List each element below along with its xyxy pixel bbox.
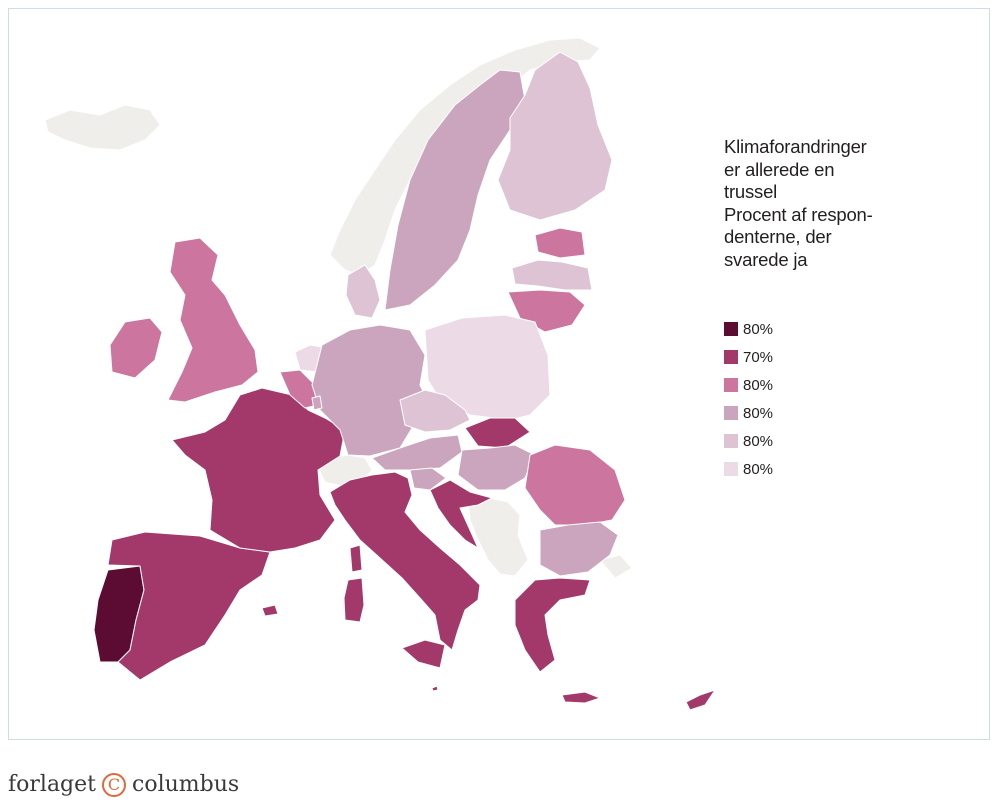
sweden	[384, 69, 526, 311]
publisher-name-right: columbus	[132, 772, 240, 797]
legend-item: 80%	[724, 427, 773, 455]
map-title: Klimaforandringer er allerede en trussel…	[724, 136, 924, 271]
slovakia	[464, 417, 531, 449]
sardinia	[343, 577, 365, 623]
legend-swatch	[724, 350, 738, 364]
publisher-name-left: forlaget	[8, 772, 96, 797]
denmark	[345, 264, 381, 319]
hungary	[457, 444, 536, 491]
corsica	[349, 544, 363, 573]
legend-label: 80%	[743, 376, 774, 394]
title-line: Klimaforandringer	[724, 136, 867, 157]
sicily	[401, 639, 446, 669]
map-legend: 80% 70% 80% 80% 80% 80%	[724, 315, 773, 483]
finland	[497, 51, 613, 221]
title-line: svarede ja	[724, 248, 808, 270]
latvia	[511, 259, 593, 291]
germany	[311, 324, 431, 457]
title-line: Procent af respon-	[724, 203, 873, 225]
italy	[329, 471, 481, 651]
crete	[561, 691, 601, 704]
title-line: er allerede en	[724, 158, 835, 180]
united-kingdom	[167, 237, 259, 403]
spain	[107, 531, 271, 681]
title-line: denterne, der	[724, 226, 832, 247]
legend-swatch	[724, 462, 738, 476]
legend-label: 80%	[743, 320, 774, 338]
legend-item: 80%	[724, 315, 773, 343]
legend-swatch	[724, 322, 738, 336]
balearic-islands	[261, 604, 279, 617]
legend-item: 80%	[724, 455, 773, 483]
legend-label: 80%	[743, 432, 774, 450]
bulgaria	[539, 521, 619, 577]
slovenia	[409, 467, 447, 491]
legend-label: 80%	[743, 460, 774, 478]
malta	[431, 685, 439, 692]
greece	[514, 577, 591, 673]
estonia	[534, 227, 586, 259]
iceland	[44, 104, 161, 151]
legend-swatch	[724, 406, 738, 420]
legend-item: 80%	[724, 399, 773, 427]
copyright-logo-icon: C	[102, 772, 126, 797]
legend-item: 70%	[724, 343, 773, 371]
turkey-edge	[599, 554, 633, 579]
france	[171, 387, 346, 553]
europe-map	[44, 37, 716, 711]
czech-republic	[399, 389, 471, 433]
luxembourg	[311, 395, 323, 411]
publisher-footer: forlaget C columbus	[8, 772, 239, 797]
legend-label: 70%	[743, 348, 774, 366]
romania	[524, 444, 626, 526]
legend-swatch	[724, 378, 738, 392]
cyprus	[685, 689, 716, 711]
legend-item: 80%	[724, 371, 773, 399]
ireland	[109, 317, 163, 379]
croatia	[429, 479, 493, 549]
member-countries	[93, 51, 716, 711]
non-member-countries	[44, 37, 633, 579]
legend-swatch	[724, 434, 738, 448]
balkans-west	[467, 497, 529, 577]
legend-label: 80%	[743, 404, 774, 422]
title-line: trussel	[724, 181, 778, 202]
